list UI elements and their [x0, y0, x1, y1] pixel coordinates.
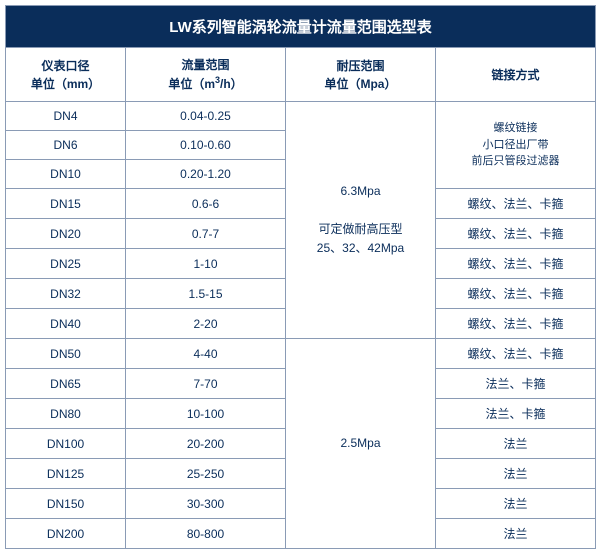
header-diameter: 仪表口径 单位（mm）: [6, 48, 126, 102]
cell-dn: DN32: [6, 279, 126, 309]
pressure-line1: 6.3Mpa: [340, 184, 380, 198]
cell-range: 0.10-0.60: [126, 131, 286, 160]
cell-dn: DN40: [6, 309, 126, 339]
cell-dn: DN25: [6, 249, 126, 279]
cell-range: 20-200: [126, 429, 286, 459]
table-row: DN50 4-40 2.5Mpa 螺纹、法兰、卡箍: [6, 339, 596, 369]
cell-conn: 螺纹、法兰、卡箍: [436, 309, 596, 339]
cell-range: 1.5-15: [126, 279, 286, 309]
cell-conn-group1: 螺纹链接 小口径出厂带 前后只管段过滤器: [436, 102, 596, 189]
cell-dn: DN80: [6, 399, 126, 429]
cell-dn: DN150: [6, 489, 126, 519]
cell-conn: 螺纹、法兰、卡箍: [436, 219, 596, 249]
pressure2-line1: 2.5Mpa: [340, 436, 380, 450]
header-connection-label: 链接方式: [491, 68, 539, 82]
cell-range: 0.7-7: [126, 219, 286, 249]
cell-pressure-group2: 2.5Mpa: [286, 339, 436, 549]
selection-table: LW系列智能涡轮流量计流量范围选型表 仪表口径 单位（mm） 流量范围 单位（m…: [5, 5, 596, 549]
pressure-line2: 可定做耐高压型: [318, 222, 402, 236]
cell-range: 30-300: [126, 489, 286, 519]
header-diameter-line1: 仪表口径: [41, 59, 89, 73]
cell-pressure-group1: 6.3Mpa 可定做耐高压型 25、32、42Mpa: [286, 102, 436, 339]
cell-conn: 法兰、卡箍: [436, 399, 596, 429]
cell-conn: 法兰、卡箍: [436, 369, 596, 399]
cell-dn: DN50: [6, 339, 126, 369]
pressure-line3: 25、32、42Mpa: [317, 241, 404, 255]
cell-range: 25-250: [126, 459, 286, 489]
cell-range: 0.6-6: [126, 189, 286, 219]
cell-dn: DN200: [6, 519, 126, 549]
header-flowrange-line1: 流量范围: [181, 58, 229, 72]
header-pressure-line1: 耐压范围: [336, 59, 384, 73]
header-connection: 链接方式: [436, 48, 596, 102]
cell-range: 80-800: [126, 519, 286, 549]
cell-dn: DN20: [6, 219, 126, 249]
header-row: 仪表口径 单位（mm） 流量范围 单位（m3/h） 耐压范围 单位（Mpa） 链…: [6, 48, 596, 102]
conn-g1-line1: 螺纹链接: [494, 122, 538, 134]
header-pressure: 耐压范围 单位（Mpa）: [286, 48, 436, 102]
header-flowrange-post: /h）: [220, 77, 243, 91]
cell-dn: DN125: [6, 459, 126, 489]
header-diameter-line2: 单位（mm）: [31, 77, 100, 91]
cell-range: 7-70: [126, 369, 286, 399]
title-row: LW系列智能涡轮流量计流量范围选型表: [6, 6, 596, 48]
cell-range: 10-100: [126, 399, 286, 429]
cell-range: 4-40: [126, 339, 286, 369]
cell-conn: 螺纹、法兰、卡箍: [436, 339, 596, 369]
cell-conn: 法兰: [436, 459, 596, 489]
table-title: LW系列智能涡轮流量计流量范围选型表: [6, 6, 596, 48]
cell-range: 0.04-0.25: [126, 102, 286, 131]
cell-conn: 法兰: [436, 489, 596, 519]
cell-conn: 螺纹、法兰、卡箍: [436, 189, 596, 219]
cell-conn: 螺纹、法兰、卡箍: [436, 279, 596, 309]
cell-dn: DN100: [6, 429, 126, 459]
table-row: DN4 0.04-0.25 6.3Mpa 可定做耐高压型 25、32、42Mpa…: [6, 102, 596, 131]
cell-conn: 螺纹、法兰、卡箍: [436, 249, 596, 279]
cell-dn: DN4: [6, 102, 126, 131]
header-pressure-line2: 单位（Mpa）: [324, 77, 396, 91]
cell-dn: DN15: [6, 189, 126, 219]
cell-dn: DN6: [6, 131, 126, 160]
cell-dn: DN10: [6, 160, 126, 189]
cell-range: 1-10: [126, 249, 286, 279]
cell-dn: DN65: [6, 369, 126, 399]
conn-g1-line2: 小口径出厂带: [483, 139, 549, 151]
cell-range: 0.20-1.20: [126, 160, 286, 189]
cell-conn: 法兰: [436, 429, 596, 459]
cell-range: 2-20: [126, 309, 286, 339]
cell-conn: 法兰: [436, 519, 596, 549]
conn-g1-line3: 前后只管段过滤器: [472, 155, 560, 167]
header-flowrange: 流量范围 单位（m3/h）: [126, 48, 286, 102]
header-flowrange-pre: 单位（m: [168, 77, 215, 91]
table-container: LW系列智能涡轮流量计流量范围选型表 仪表口径 单位（mm） 流量范围 单位（m…: [0, 5, 600, 549]
